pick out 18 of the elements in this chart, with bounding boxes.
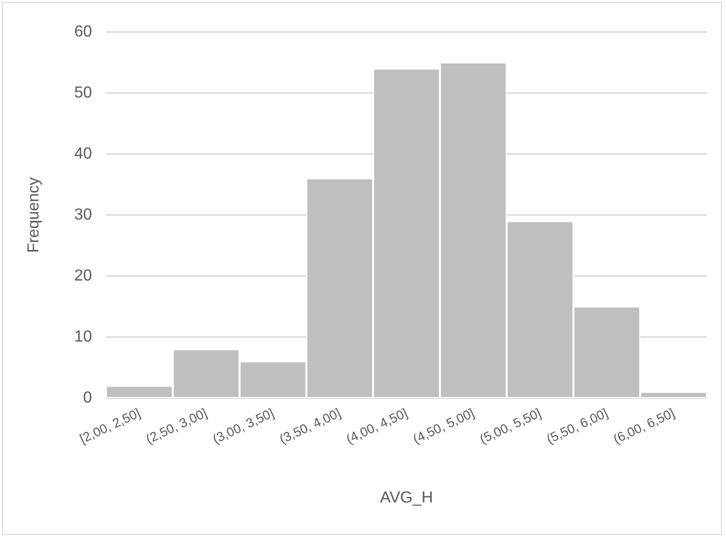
y-tick-label: 50 [74,84,92,102]
x-tick-label: (5,00, 5,50] [477,405,544,447]
x-tick-label: (6,00, 6,50] [610,405,677,447]
y-tick-label: 40 [74,146,92,162]
y-tick-label: 30 [74,206,92,224]
x-tick-label: (4,00, 4,50] [344,405,410,447]
x-tick-label: [2,00, 2,50] [77,405,143,446]
x-tick-label: (4,50, 5,00] [410,405,476,447]
x-axis-title: AVG_H [380,490,434,506]
y-tick-label: 0 [83,390,92,406]
y-axis-title: Frequency [26,177,42,253]
y-tick-label: 10 [74,328,92,346]
x-tick-label: (5,50, 6,00] [544,405,610,447]
x-tick-label: (3,00, 3,50] [210,405,276,447]
y-tick-label: 20 [74,268,92,284]
y-tick-label: 60 [74,24,92,40]
x-tick-label: (2,50, 3,00] [143,405,210,447]
x-tick-label: (3,50, 4,00] [277,405,343,447]
